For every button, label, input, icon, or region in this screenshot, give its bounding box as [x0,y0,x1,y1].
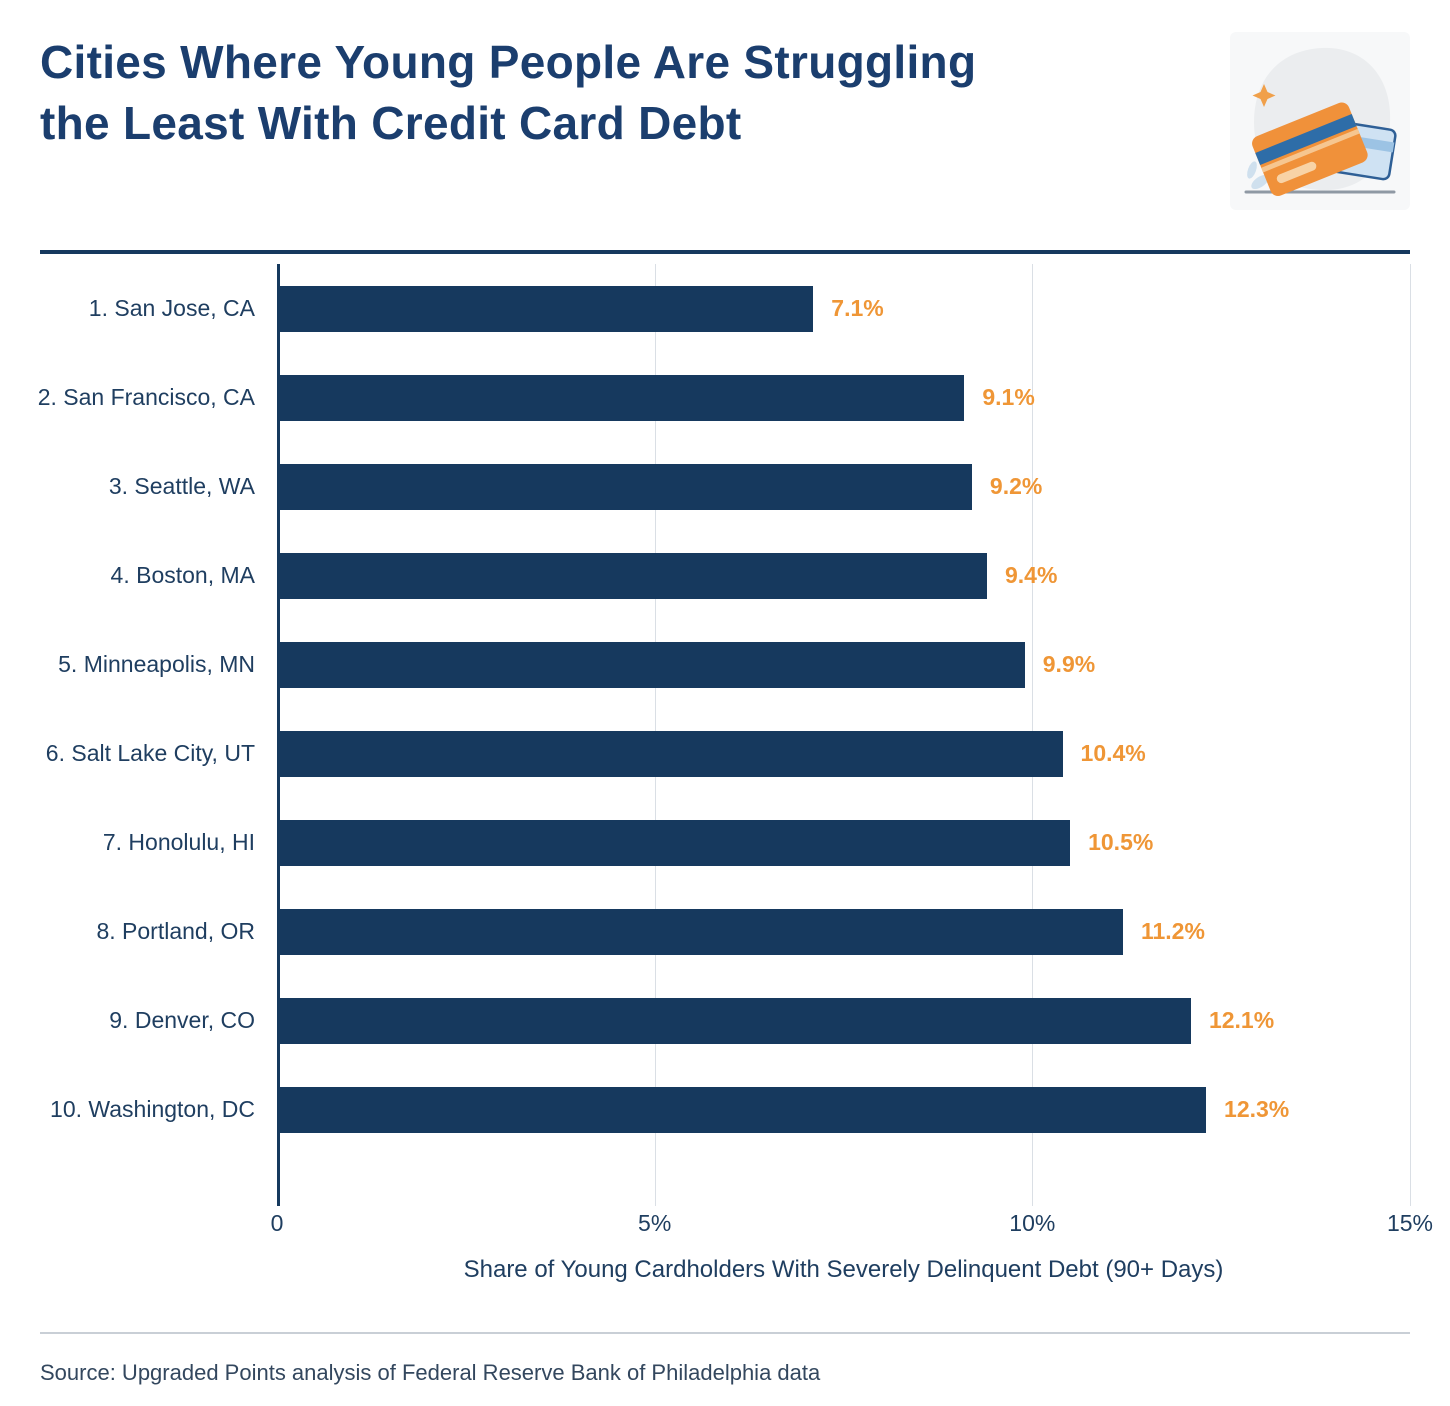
bar-row: 12.3% [277,1065,1410,1154]
bar-row: 9.1% [277,353,1410,442]
bar [277,997,1191,1044]
category-label: 10. Washington, DC [50,1096,255,1122]
category-label: 2. San Francisco, CA [37,384,255,410]
title-line-1: Cities Where Young People Are Struggling [40,36,977,88]
category-label: 4. Boston, MA [110,562,255,588]
bar [277,730,1063,777]
bar [277,463,972,510]
page-title: Cities Where Young People Are Struggling… [40,32,976,153]
x-tick-label: 15% [1386,1210,1434,1236]
gridline [1410,264,1411,1206]
value-label: 9.1% [982,384,1035,410]
value-label: 10.5% [1088,829,1154,855]
value-label: 9.9% [1042,651,1096,677]
category-label: 7. Honolulu, HI [102,829,255,855]
bar-row: 10.4% [277,709,1410,798]
y-axis-labels: 1. San Jose, CA 2. San Francisco, CA 3. Se… [37,264,277,1206]
source-note: Source: Upgraded Points analysis of Fede… [40,1360,821,1385]
value-label: 12.1% [1208,1007,1275,1033]
bar-row: 9.4% [277,531,1410,620]
bar-row: 9.9% [277,620,1410,709]
bar-row: 7.1% [277,264,1410,353]
category-label: 5. Minneapolis, MN [58,651,255,677]
bar [277,374,965,421]
header: Cities Where Young People Are Struggling… [40,0,1410,244]
category-label: 8. Portland, OR [96,918,255,944]
title-line-2: the Least With Credit Card Debt [40,96,742,149]
value-label: 11.2% [1140,918,1205,944]
bar-chart: 1. San Jose, CA 2. San Francisco, CA 3. Se… [37,264,1411,1206]
category-label: 3. Seattle, WA [108,473,255,499]
top-divider [40,250,1410,254]
bar-row: 10.5% [277,798,1410,887]
x-tick-label: 0 [270,1210,284,1236]
bar [277,819,1071,866]
x-tick-label: 10% [1009,1210,1056,1236]
bar-row: 12.1% [277,976,1410,1065]
bar-row: 11.2% [277,887,1410,976]
bar-row: 9.2% [277,442,1410,531]
credit-cards-illustration [1230,32,1410,215]
bottom-divider [40,1332,1410,1334]
bar [277,285,814,332]
y-axis-line [277,264,280,1206]
x-tick-label: 5% [638,1210,672,1236]
bar [277,908,1123,955]
value-label: 7.1% [831,295,884,321]
bar [277,1086,1207,1133]
bar [277,641,1025,688]
bar [277,552,987,599]
x-ticks: 0 5% 10% 15% [271,1206,1433,1242]
bar-rows: 7.1% 9.1% 9.2% 9.4% 9.9% 10.4% 10.5% 11.2% 12.1%… [277,264,1410,1154]
value-label: 12.3% [1224,1096,1290,1122]
category-label: 1. San Jose, CA [88,295,255,321]
value-label: 9.2% [989,473,1043,499]
category-label: 6. Salt Lake City, UT [45,740,255,766]
category-label: 9. Denver, CO [109,1007,255,1033]
x-axis-title: Share of Young Cardholders With Severely… [463,1256,1224,1283]
value-label: 10.4% [1080,740,1146,766]
plot-area: 7.1% 9.1% 9.2% 9.4% 9.9% 10.4% 10.5% 11.2% 12.1%… [277,264,1411,1206]
value-label: 9.4% [1005,562,1058,588]
